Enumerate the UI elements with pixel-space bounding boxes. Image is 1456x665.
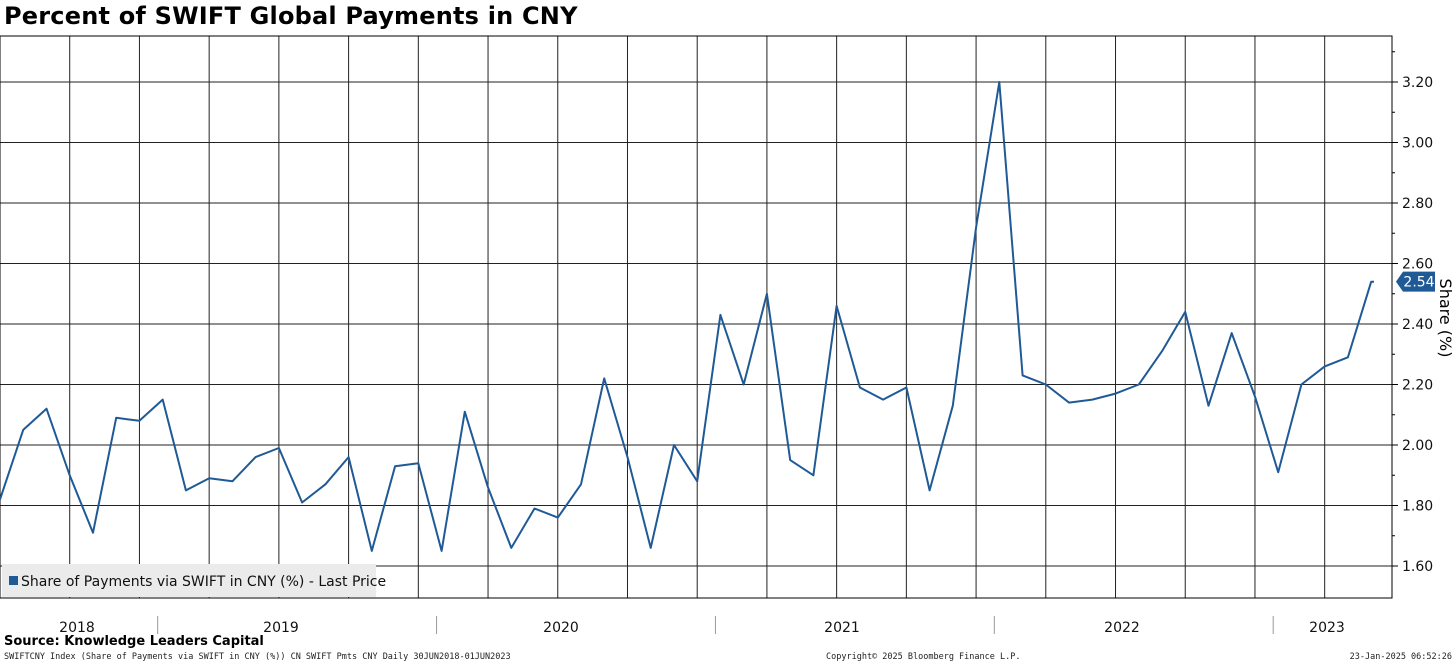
legend: Share of Payments via SWIFT in CNY (%) -… <box>2 564 386 597</box>
y-tick-label: 2.20 <box>1402 378 1433 394</box>
x-tick-label: 2019 <box>263 620 299 636</box>
series-line <box>0 81 1374 552</box>
series-group <box>0 81 1374 552</box>
legend-swatch <box>9 576 18 585</box>
y-tick-label: 2.40 <box>1402 317 1433 333</box>
y-tick-label: 1.60 <box>1402 559 1433 575</box>
last-price-marker: 2.54 <box>1396 271 1435 292</box>
x-tick-label: 2020 <box>543 620 579 636</box>
y-tick-label: 2.80 <box>1402 196 1433 212</box>
y-tick-label: 3.00 <box>1402 136 1433 152</box>
legend-label: Share of Payments via SWIFT in CNY (%) -… <box>21 574 386 590</box>
x-tick-label: 2018 <box>59 620 95 636</box>
x-tick-label: 2021 <box>824 620 860 636</box>
horizontal-gridlines <box>0 81 1392 567</box>
x-axis: 2018 2019 2020 2021 2022 2023 <box>59 616 1345 636</box>
y-tick-label: 1.80 <box>1402 499 1433 515</box>
y-tick-label: 2.60 <box>1402 257 1433 273</box>
y-axis-label: Share (%) <box>1436 279 1455 358</box>
vertical-gridlines <box>69 36 1326 598</box>
x-tick-label: 2022 <box>1104 620 1140 636</box>
y-tick-label: 2.00 <box>1402 438 1433 454</box>
footer-timestamp: 23-Jan-2025 06:52:26 <box>1349 652 1452 662</box>
x-tick-label: 2023 <box>1309 620 1345 636</box>
footer-index-description: SWIFTCNY Index (Share of Payments via SW… <box>4 652 511 662</box>
legend-background <box>2 564 376 597</box>
chart-title: Percent of SWIFT Global Payments in CNY <box>4 2 578 30</box>
footer-copyright: Copyright© 2025 Bloomberg Finance L.P. <box>826 652 1021 662</box>
last-price-badge <box>1396 271 1435 292</box>
y-tick-label: 3.20 <box>1402 75 1433 91</box>
source-note: Source: Knowledge Leaders Capital <box>4 634 264 649</box>
y-axis-ticks: 1.60 1.80 2.00 2.20 2.40 2.60 2.80 3.00 3.20 <box>1392 51 1433 575</box>
last-price-label: 2.54 <box>1403 275 1434 291</box>
